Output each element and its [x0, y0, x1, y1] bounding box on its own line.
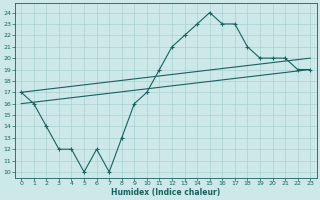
X-axis label: Humidex (Indice chaleur): Humidex (Indice chaleur)	[111, 188, 220, 197]
